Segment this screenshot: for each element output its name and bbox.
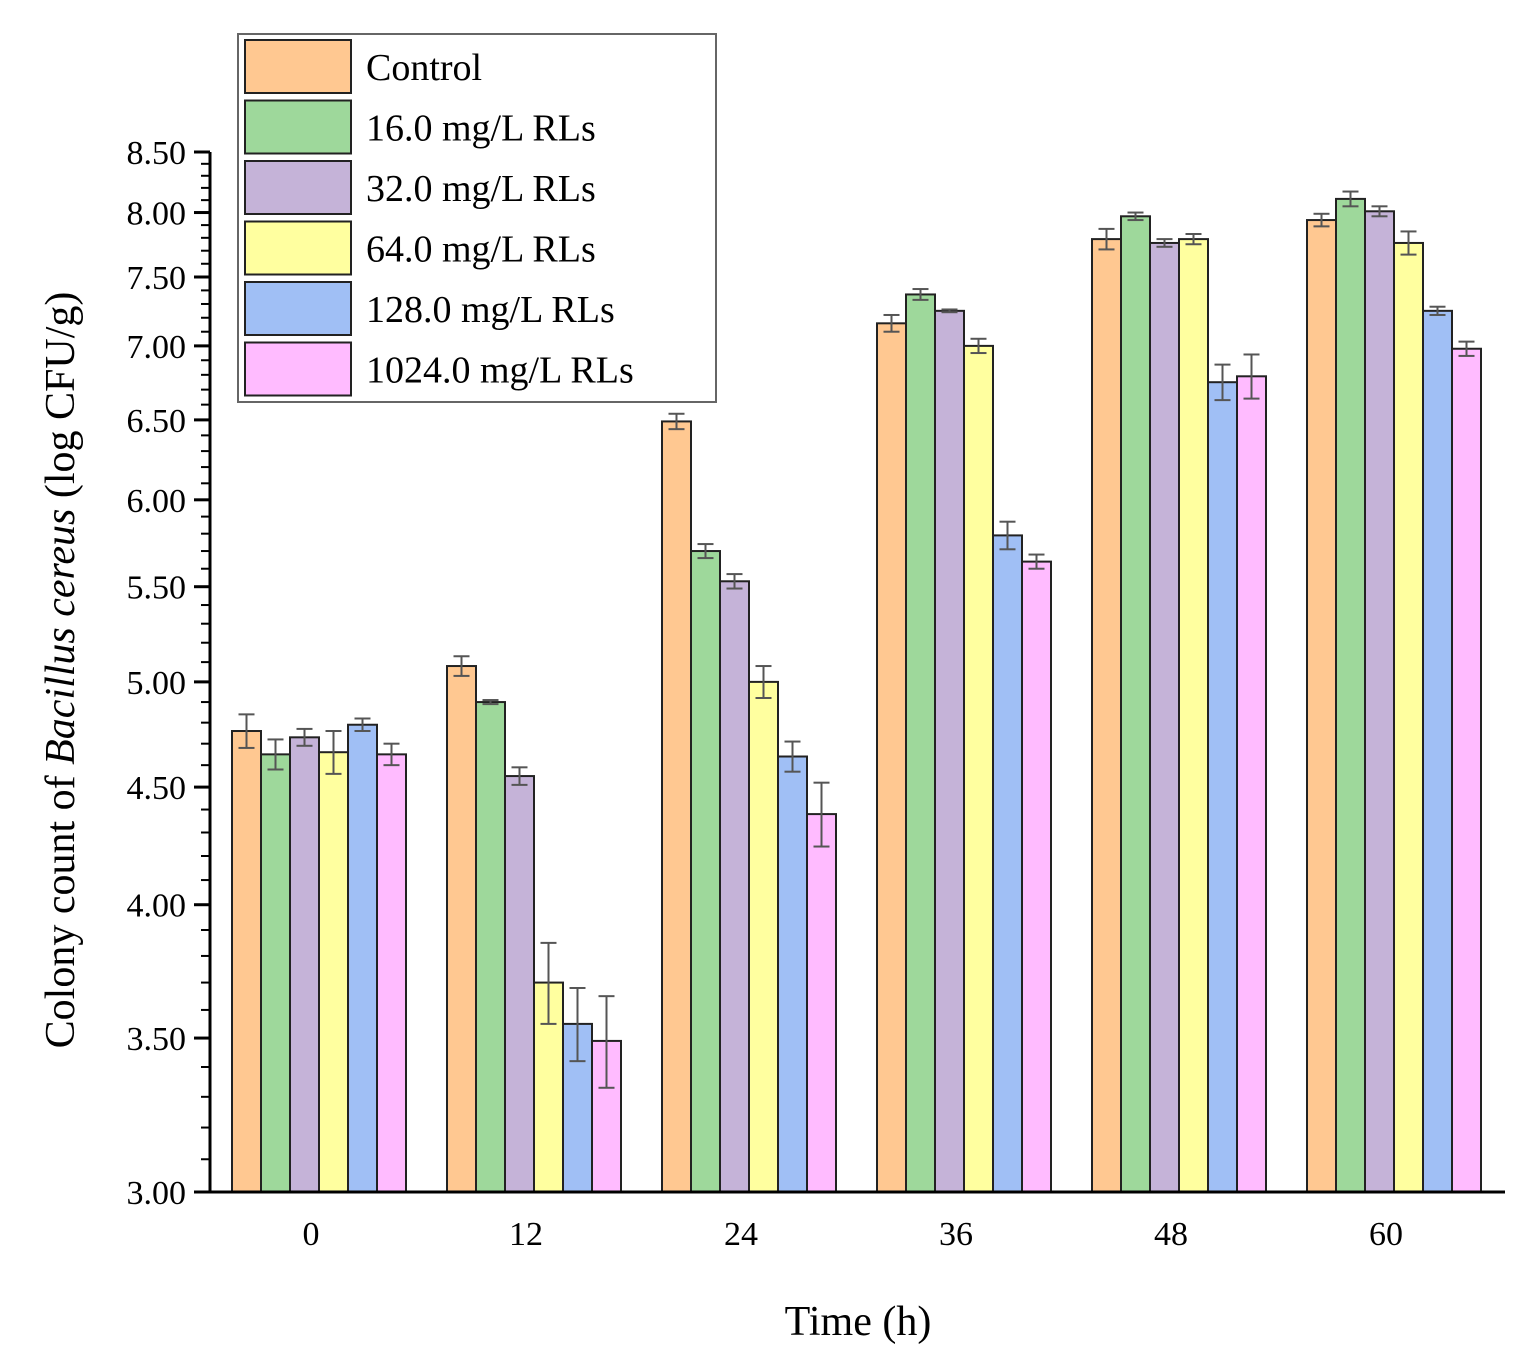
y-axis-title-part-3: (log CFU/g) (38, 292, 84, 509)
y-tick-label: 5.00 (127, 665, 187, 702)
x-tick-label: 48 (1154, 1216, 1188, 1253)
bar (934, 309, 965, 1193)
bar (446, 665, 477, 1193)
y-ticks: 3.00 3.50 4.00 4.50 5.00 5.50 6.00 6.50 7.00 7.50… (127, 135, 210, 1212)
bar (1393, 241, 1424, 1194)
legend-swatch (244, 220, 352, 276)
bar (876, 322, 907, 1193)
bar (289, 736, 320, 1193)
legend-label: 1024.0 mg/L RLs (366, 350, 634, 392)
bar (1451, 347, 1482, 1194)
x-tick-label: 60 (1369, 1216, 1403, 1253)
y-tick-label: 6.50 (127, 403, 187, 440)
bar (777, 755, 808, 1193)
bar (260, 753, 291, 1193)
x-tick-label: 24 (724, 1216, 758, 1253)
bar (1306, 219, 1337, 1193)
y-axis-title-italic: Bacillus cereus (38, 509, 84, 765)
x-ticks: 0 12 24 36 48 60 (303, 1216, 1404, 1253)
legend-label: Control (366, 47, 482, 89)
legend-label: 16.0 mg/L RLs (366, 108, 596, 150)
legend-swatch (244, 99, 352, 155)
y-tick-label: 6.00 (127, 483, 187, 520)
legend-label: 128.0 mg/L RLs (366, 289, 615, 331)
x-tick-label: 12 (509, 1216, 543, 1253)
y-tick-label: 4.50 (127, 770, 187, 807)
x-tick-label: 36 (939, 1216, 973, 1253)
bar (376, 753, 407, 1193)
x-axis-title: Time (h) (785, 1299, 932, 1345)
bar (1236, 375, 1267, 1194)
legend-swatch (244, 160, 352, 215)
bar (231, 730, 262, 1194)
x-tick-label: 0 (303, 1216, 320, 1253)
legend-label: 64.0 mg/L RLs (366, 229, 596, 271)
bar (475, 701, 506, 1194)
bar (963, 344, 994, 1194)
y-axis-title: Colony count of Bacillus cereus (log CFU… (38, 292, 84, 1049)
bar (318, 751, 349, 1194)
bar (1364, 210, 1395, 1193)
bar (1091, 238, 1122, 1194)
error-bars-layer (238, 190, 1475, 1089)
bar (1149, 241, 1180, 1194)
y-tick-label: 8.50 (127, 135, 187, 172)
bar (905, 293, 936, 1193)
legend-swatch (244, 281, 352, 336)
bars-layer (231, 197, 1482, 1194)
legend: Control 16.0 mg/L RLs 32.0 mg/L RLs 64.0 mg… (237, 33, 717, 403)
bar (661, 420, 692, 1193)
y-tick-label: 7.50 (127, 260, 187, 297)
bar (347, 723, 378, 1193)
bar (806, 813, 837, 1193)
bar (719, 580, 750, 1193)
y-tick-label: 7.00 (127, 329, 187, 366)
legend-label: 32.0 mg/L RLs (366, 168, 596, 210)
y-tick-label: 4.00 (127, 888, 187, 925)
bar (992, 534, 1023, 1193)
y-axis-title-part-1: Colony count of (38, 765, 84, 1048)
bar (1021, 560, 1052, 1193)
bar (1207, 381, 1238, 1193)
bar (1178, 238, 1209, 1194)
bar (690, 550, 721, 1193)
bar (1120, 215, 1151, 1193)
y-tick-label: 8.00 (127, 196, 187, 233)
y-tick-label: 5.50 (127, 570, 187, 607)
y-tick-label: 3.00 (127, 1175, 187, 1212)
legend-frame (237, 33, 717, 403)
bar (1335, 197, 1366, 1194)
bar (1422, 309, 1453, 1193)
axes (208, 152, 1505, 1194)
bar (748, 680, 779, 1194)
legend-swatch (244, 341, 352, 397)
bar (504, 775, 535, 1194)
y-tick-label: 3.50 (127, 1021, 187, 1058)
legend-swatch (244, 39, 352, 94)
